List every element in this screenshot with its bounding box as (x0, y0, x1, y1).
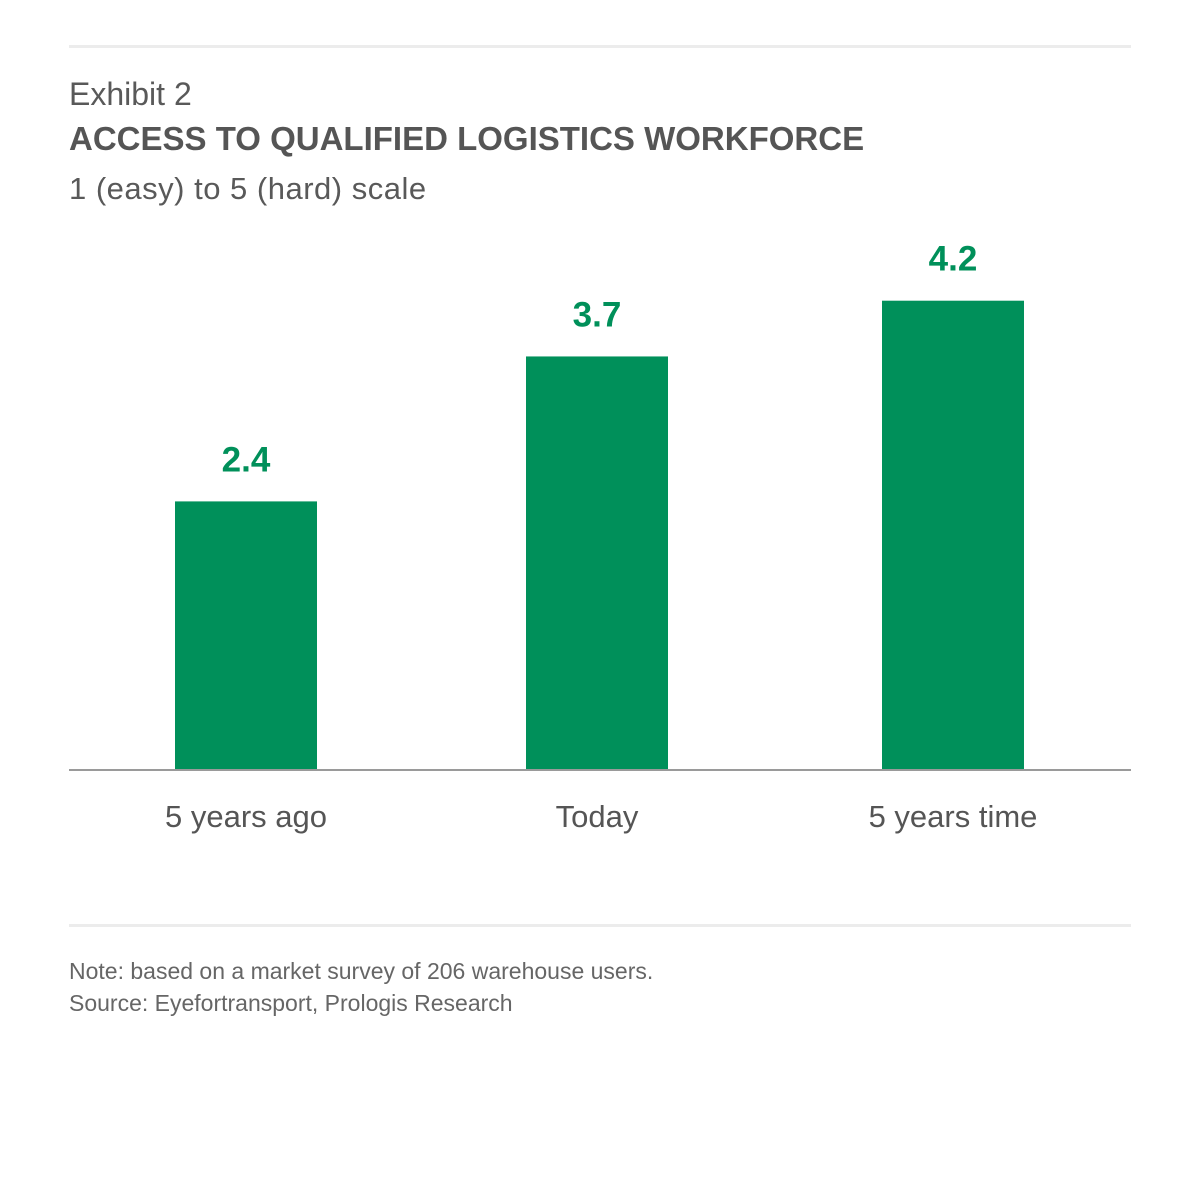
category-label-3: 5 years time (869, 799, 1038, 834)
value-label-1: 2.4 (222, 440, 271, 479)
footnotes: Note: based on a market survey of 206 wa… (69, 955, 653, 1019)
value-label-3: 4.2 (929, 240, 978, 279)
value-labels-group: 2.4 3.7 4.2 (222, 240, 978, 480)
bar-1 (175, 501, 317, 769)
category-labels-group: 5 years ago Today 5 years time (165, 799, 1037, 834)
top-divider (69, 45, 1131, 48)
survey-note: Note: based on a market survey of 206 wa… (69, 958, 654, 984)
bar-2 (526, 356, 668, 769)
value-label-2: 3.7 (573, 295, 622, 334)
category-label-1: 5 years ago (165, 799, 327, 834)
bars-group (175, 300, 1024, 769)
chart-title: ACCESS TO QUALIFIED LOGISTICS WORKFORCE (69, 120, 865, 157)
chart-subtitle: 1 (easy) to 5 (hard) scale (69, 171, 427, 206)
bar-3 (882, 300, 1024, 769)
category-label-2: Today (556, 799, 639, 834)
bottom-divider (69, 924, 1131, 927)
exhibit-label: Exhibit 2 (69, 76, 192, 112)
source-note: Source: Eyefortransport, Prologis Resear… (69, 990, 513, 1016)
bar-chart: 2.4 3.7 4.2 5 years ago Today 5 years time (69, 240, 1131, 834)
